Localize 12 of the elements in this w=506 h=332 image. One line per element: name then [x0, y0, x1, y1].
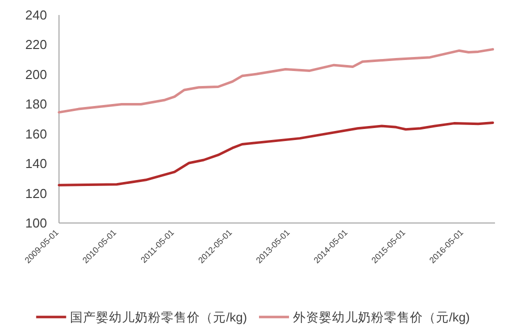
- y-tick-label: 220: [25, 37, 47, 52]
- legend-label: 国产婴幼儿奶粉零售价（元/kg): [70, 310, 247, 324]
- y-tick-label: 120: [25, 186, 47, 201]
- y-tick-label: 140: [25, 156, 47, 172]
- line-series: [58, 48, 494, 114]
- legend-label: 外资婴幼儿奶粉零售价（元/kg): [293, 310, 470, 324]
- y-tick-label: 160: [25, 126, 47, 142]
- line-series: [58, 121, 494, 186]
- y-tick-label: 240: [25, 8, 47, 22]
- y-tick-label: 100: [25, 216, 47, 230]
- y-tick-label: 200: [25, 66, 47, 82]
- y-tick-label: 180: [25, 96, 47, 112]
